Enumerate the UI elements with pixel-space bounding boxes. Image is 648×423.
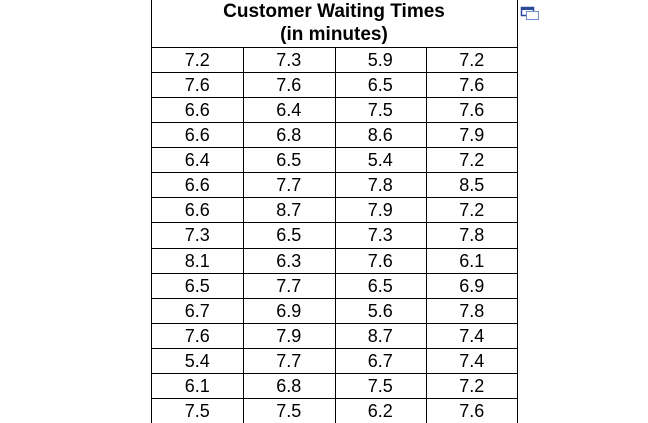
table-title: Customer Waiting Times (223, 1, 445, 22)
table-cell: 6.6 (185, 175, 210, 195)
table-cell: 7.8 (368, 175, 393, 195)
table-cell: 7.5 (368, 100, 393, 120)
table-cell: 6.8 (276, 125, 301, 145)
table-cell: 6.5 (185, 276, 210, 296)
table-cell: 6.6 (185, 200, 210, 220)
table-cell: 6.8 (276, 376, 301, 396)
table-cell: 5.4 (368, 150, 393, 170)
table-cell: 6.9 (459, 276, 484, 296)
table-cell: 8.1 (185, 251, 210, 271)
table-cell: 7.5 (185, 401, 210, 421)
table-cell: 7.2 (459, 150, 484, 170)
table-cell: 7.8 (459, 301, 484, 321)
table-cell: 7.7 (276, 351, 301, 371)
table-cell: 7.4 (459, 326, 484, 346)
table-cell: 7.6 (368, 251, 393, 271)
table-cell: 7.9 (459, 125, 484, 145)
table-cell: 7.2 (459, 376, 484, 396)
table-cell: 7.4 (459, 351, 484, 371)
table-cell: 7.6 (459, 75, 484, 95)
table-subtitle: (in minutes) (280, 24, 388, 45)
table-cell: 7.3 (368, 225, 393, 245)
table-cell: 7.6 (459, 100, 484, 120)
popout-icon[interactable] (520, 6, 539, 20)
table-cell: 6.9 (276, 301, 301, 321)
table-cell: 6.5 (368, 75, 393, 95)
table-cell: 6.3 (276, 251, 301, 271)
table-cell: 7.7 (276, 276, 301, 296)
table-cell: 7.2 (459, 50, 484, 70)
table-cell: 6.5 (276, 225, 301, 245)
table-cell: 5.6 (368, 301, 393, 321)
table-cell: 5.9 (368, 50, 393, 70)
table-cell: 7.5 (368, 376, 393, 396)
table-cell: 7.6 (185, 75, 210, 95)
table-cell: 6.6 (185, 125, 210, 145)
table-cell: 6.1 (459, 251, 484, 271)
table-cell: 8.7 (368, 326, 393, 346)
table-cell: 7.5 (276, 401, 301, 421)
table-cell: 8.5 (459, 175, 484, 195)
table-cell: 6.7 (185, 301, 210, 321)
table-cell: 7.2 (185, 50, 210, 70)
table-cell: 7.7 (276, 175, 301, 195)
table-cell: 6.7 (368, 351, 393, 371)
table-cell: 8.6 (368, 125, 393, 145)
table-cell: 6.6 (185, 100, 210, 120)
table-cell: 6.5 (276, 150, 301, 170)
table-cell: 7.9 (368, 200, 393, 220)
table-cell: 7.3 (185, 225, 210, 245)
table-cell: 5.4 (185, 351, 210, 371)
table-cell: 6.2 (368, 401, 393, 421)
table-cell: 7.6 (459, 401, 484, 421)
table-cell: 7.3 (276, 50, 301, 70)
table-cell: 8.7 (276, 200, 301, 220)
table-cell: 6.4 (185, 150, 210, 170)
table-cell: 6.4 (276, 100, 301, 120)
table-cell: 7.6 (276, 75, 301, 95)
table-cell: 7.8 (459, 225, 484, 245)
table-cell: 7.2 (459, 200, 484, 220)
table-cell: 6.1 (185, 376, 210, 396)
table-cell: 7.9 (276, 326, 301, 346)
table-cell: 6.5 (368, 276, 393, 296)
table-cell: 7.6 (185, 326, 210, 346)
